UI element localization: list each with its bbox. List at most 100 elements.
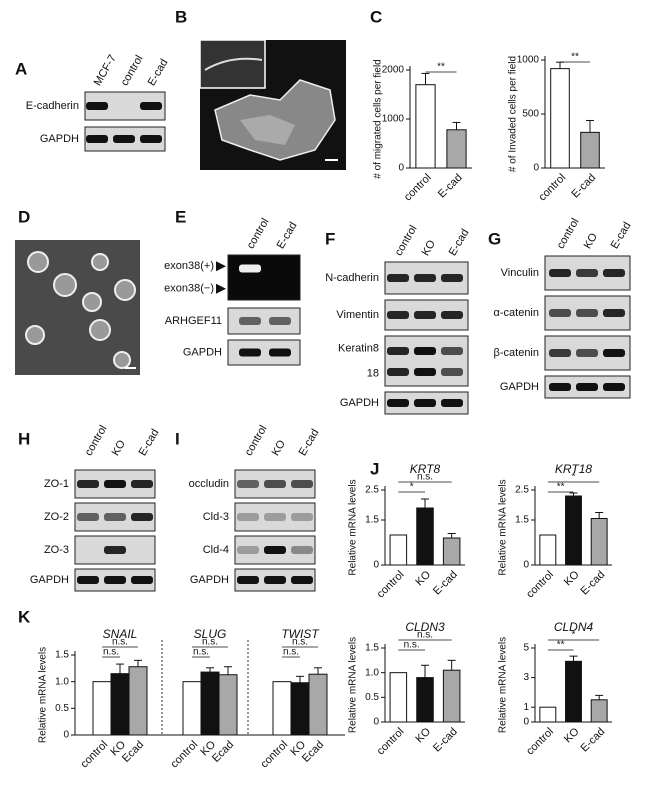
bar xyxy=(442,537,461,566)
y-tick-label: 1 xyxy=(523,702,529,713)
band xyxy=(104,576,126,584)
band xyxy=(237,513,259,521)
significance-label: n.s. xyxy=(292,637,308,648)
bar xyxy=(580,131,600,169)
band xyxy=(113,135,135,143)
band xyxy=(576,309,598,317)
blot-box xyxy=(227,254,301,301)
row-label: α-catenin xyxy=(494,307,540,319)
bar xyxy=(565,660,582,723)
x-tick-label: E-cad xyxy=(579,726,608,755)
y-tick-label: 0 xyxy=(373,560,379,571)
lane-label: E-cad xyxy=(137,427,162,458)
bar xyxy=(539,534,557,566)
y-axis-label: # of migrated cells per field xyxy=(373,59,384,179)
x-tick-label: control xyxy=(402,172,434,204)
band xyxy=(291,480,313,488)
panel-label: C xyxy=(370,7,382,26)
x-tick-label: Ecad xyxy=(300,739,326,765)
y-tick-label: 1000 xyxy=(382,114,405,125)
y-tick-label: 3 xyxy=(523,672,529,683)
band xyxy=(86,102,108,110)
lane-label: control xyxy=(243,423,270,458)
panel-label: J xyxy=(370,459,379,478)
y-axis-label: Relative mRNA levels xyxy=(38,647,49,743)
band xyxy=(291,546,313,554)
significance-label: n.s. xyxy=(417,472,433,483)
bar xyxy=(218,674,238,736)
significance-label: * xyxy=(410,482,414,493)
x-tick-label: E-cad xyxy=(436,172,465,201)
lane-label: E-cad xyxy=(447,227,472,258)
lane-label: E-cad xyxy=(146,57,171,88)
row-label: E-cadherin xyxy=(26,100,79,112)
panel-label: I xyxy=(175,429,180,448)
significance-label: ** xyxy=(557,640,565,651)
band xyxy=(239,348,261,357)
x-tick-label: KO xyxy=(413,568,433,588)
bar xyxy=(590,518,608,566)
lane-label: KO xyxy=(110,438,129,458)
band xyxy=(77,480,99,488)
bar xyxy=(442,669,461,723)
band xyxy=(441,399,463,407)
panel-label: A xyxy=(15,59,27,78)
chart-title: CLDN4 xyxy=(554,620,594,634)
row-label: GAPDH xyxy=(40,133,79,145)
band xyxy=(291,513,313,521)
y-tick-label: 1.5 xyxy=(55,650,69,661)
band xyxy=(237,546,259,554)
y-tick-label: 0 xyxy=(523,717,529,728)
band xyxy=(264,513,286,521)
band xyxy=(264,576,286,584)
y-tick-label: 2.5 xyxy=(515,485,529,496)
row-label: GAPDH xyxy=(30,574,69,586)
band xyxy=(414,399,436,407)
bar xyxy=(110,673,130,736)
row-label: ARHGEF11 xyxy=(165,315,222,327)
significance-label: n.s. xyxy=(103,647,119,658)
x-tick-label: E-cad xyxy=(431,569,460,598)
significance-label: * xyxy=(572,472,576,483)
band xyxy=(239,317,261,325)
chart-title: KRT8 xyxy=(410,462,441,476)
band xyxy=(414,368,436,376)
bar xyxy=(389,672,408,723)
panel-label: E xyxy=(175,207,186,226)
y-axis-label: Relative mRNA levels xyxy=(498,479,509,575)
y-tick-label: 2.5 xyxy=(365,485,379,496)
band xyxy=(387,311,409,319)
band xyxy=(131,513,153,521)
band xyxy=(104,546,126,554)
band xyxy=(387,399,409,407)
x-tick-label: control xyxy=(536,172,568,204)
band xyxy=(131,480,153,488)
panel-label: H xyxy=(18,429,30,448)
band xyxy=(549,349,571,357)
row-label: occludin xyxy=(189,478,229,490)
x-tick-label: control xyxy=(258,739,290,771)
y-axis-label: Relative mRNA levels xyxy=(498,637,509,733)
bar xyxy=(539,706,557,723)
row-label: Cld-3 xyxy=(203,511,229,523)
band xyxy=(441,274,463,282)
y-tick-label: 5 xyxy=(523,643,529,654)
blot-box xyxy=(384,335,469,387)
row-label: Vinculin xyxy=(501,267,539,279)
lane-label: control xyxy=(83,423,110,458)
y-tick-label: 1.5 xyxy=(365,643,379,654)
row-label: Cld-4 xyxy=(203,544,229,556)
group-title: SLUG xyxy=(194,627,227,641)
lane-label: control xyxy=(245,216,272,251)
x-tick-label: Ecad xyxy=(210,739,236,765)
band xyxy=(291,576,313,584)
significance-label: n.s. xyxy=(283,647,299,658)
panel-label: B xyxy=(175,7,187,26)
y-tick-label: 1.0 xyxy=(55,676,69,687)
panel-label: D xyxy=(18,207,30,226)
significance-label: n.s. xyxy=(404,640,420,651)
bar xyxy=(389,534,408,566)
band xyxy=(140,102,162,110)
panel-label: K xyxy=(18,607,31,626)
bar xyxy=(415,84,436,169)
